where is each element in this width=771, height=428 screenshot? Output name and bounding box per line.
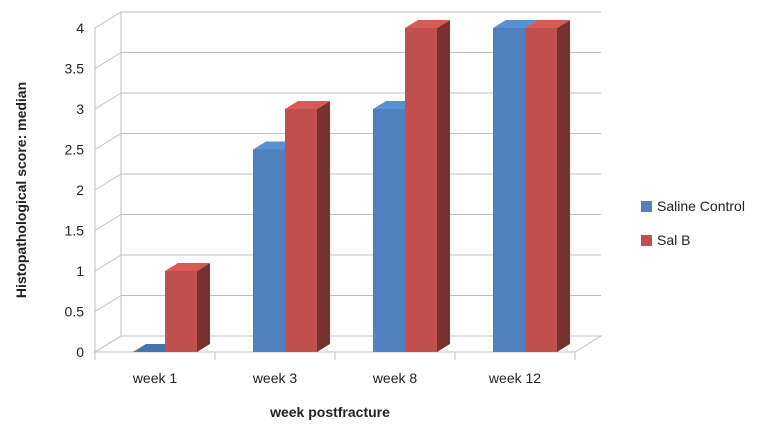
bar [165, 263, 210, 352]
x-tick-label: week 12 [488, 370, 541, 386]
y-tick-label: 2.5 [65, 142, 85, 158]
y-tick-label: 4 [76, 20, 84, 36]
bar-front [373, 109, 405, 352]
y-tick-label: 3.5 [65, 61, 85, 77]
legend-label-saline-control: Saline Control [657, 198, 745, 214]
x-tick-label: week 3 [252, 370, 298, 386]
bar [525, 20, 570, 352]
bar-top [493, 20, 538, 28]
bar-front [405, 28, 437, 352]
x-axis-ticks: week 1 week 3 week 8 week 12 [94, 352, 576, 386]
bar-top [405, 20, 450, 28]
bar-top [285, 101, 330, 109]
bar [405, 20, 450, 352]
y-tick-label: 1 [76, 263, 84, 279]
grid-diagonal [94, 295, 122, 312]
x-axis-title: week postfracture [269, 404, 390, 420]
bar-front [253, 149, 285, 352]
bar-top [165, 263, 210, 271]
y-tick-label: 0 [76, 344, 84, 360]
bar-front [165, 271, 197, 352]
grid-diagonal [94, 133, 122, 150]
bar-side [557, 20, 570, 352]
grid-diagonal [94, 92, 122, 110]
bar-front [525, 28, 557, 352]
y-tick-label: 3 [76, 101, 84, 117]
y-tick-label: 1.5 [65, 223, 85, 239]
legend-label-sal-b: Sal B [657, 232, 690, 248]
bar-front [285, 109, 317, 352]
bars [133, 20, 570, 352]
x-tick-label: week 1 [132, 370, 178, 386]
legend-swatch-saline-control [641, 201, 652, 212]
grid-diagonal [94, 173, 122, 191]
bar-side [317, 101, 330, 352]
y-axis-title: Histopathological score: median [13, 82, 29, 298]
grid-diagonal [94, 254, 122, 272]
bar-side [197, 263, 210, 352]
grid-diagonal [94, 214, 122, 231]
x-tick-label: week 8 [372, 370, 418, 386]
bar-top [525, 20, 570, 28]
bar-side [437, 20, 450, 352]
y-tick-label: 0.5 [65, 304, 85, 320]
grid-diagonal [94, 11, 122, 29]
y-tick-label: 2 [76, 182, 84, 198]
bar [285, 101, 330, 352]
bar-front [493, 28, 525, 352]
y-axis-ticks: 0 0.5 1 1.5 2 2.5 3 3.5 4 [65, 20, 85, 360]
legend-swatch-sal-b [641, 235, 652, 246]
grid-diagonal [94, 52, 122, 69]
legend: Saline Control Sal B [641, 198, 745, 248]
